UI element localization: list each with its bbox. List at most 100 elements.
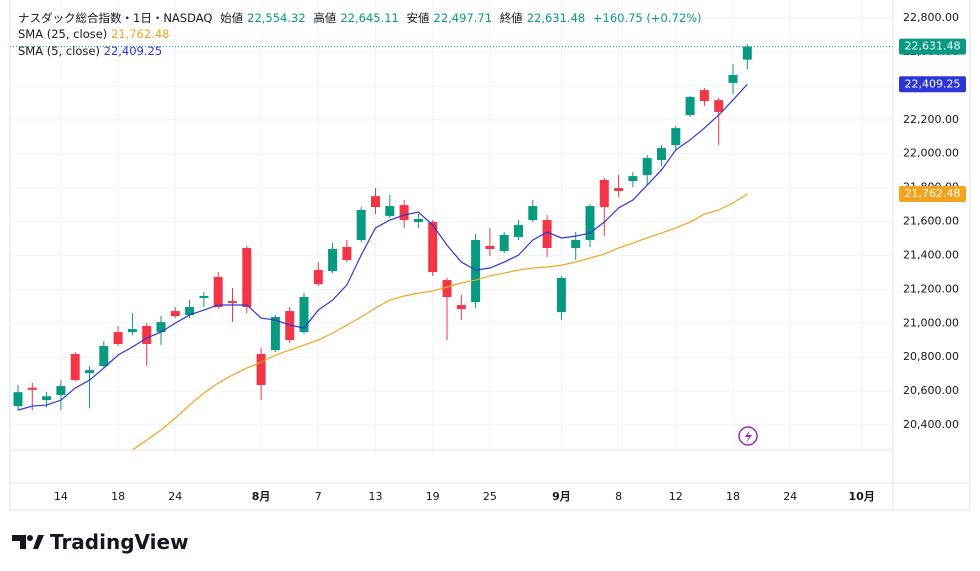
label: 始値 <box>220 11 244 25</box>
x-tick-label: 7 <box>315 490 322 503</box>
header: ナスダック総合指数・1日・NASDAQ 始値 22,554.32 高値 22,645… <box>18 10 706 26</box>
price-box <box>899 76 966 93</box>
candle-body <box>228 301 237 304</box>
y-tick-label: 21,600.00 <box>903 215 959 228</box>
x-tick-label: 9月 <box>552 490 571 503</box>
candle-body <box>471 240 481 303</box>
y-tick-label: 21,400.00 <box>903 248 959 261</box>
legend-name: SMA (25, close) <box>18 27 108 41</box>
candle-body <box>528 206 538 220</box>
x-tick-label: 18 <box>726 490 740 503</box>
candle-body <box>156 322 166 333</box>
legend-name: SMA (5, close) <box>18 44 100 58</box>
label: 安値 <box>406 11 430 25</box>
x-tick-label: 8月 <box>252 490 271 503</box>
candle-body <box>185 307 195 315</box>
candle-body <box>699 90 709 102</box>
symbol: ナスダック総合指数・1日・NASDAQ <box>18 11 213 25</box>
x-tick-label: 18 <box>111 490 125 503</box>
y-tick-label: 20,600.00 <box>903 384 959 397</box>
candle-body <box>242 247 252 308</box>
candle-body <box>714 100 724 112</box>
candle-body <box>127 329 137 333</box>
x-tick-label: 14 <box>54 490 68 503</box>
y-tick-label: 21,200.00 <box>903 282 959 295</box>
candle-body <box>342 246 352 261</box>
price-box <box>899 38 966 55</box>
logo-icon <box>12 535 44 549</box>
candle-body <box>85 370 94 374</box>
y-tick-label: 22,200.00 <box>903 113 959 126</box>
candle-body <box>571 240 581 248</box>
candle-body <box>270 317 280 351</box>
y-tick-label: 20,400.00 <box>903 418 959 431</box>
logo-text: TradingView <box>50 530 189 554</box>
label: 高値 <box>313 11 337 25</box>
candle-body <box>499 234 509 252</box>
x-tick-label: 12 <box>669 490 683 503</box>
candle-body <box>56 386 66 396</box>
candle-body <box>728 74 738 83</box>
candle-body <box>485 245 495 250</box>
candle-body <box>657 148 666 160</box>
candle-body <box>428 222 438 273</box>
candle-body <box>514 225 523 237</box>
candle-body <box>671 128 681 146</box>
price-box-label: 22,409.25 <box>905 77 961 90</box>
x-tick-label: 10月 <box>849 490 875 503</box>
candle-body <box>685 97 695 116</box>
candle-body <box>99 346 109 367</box>
legend-value: 22,409.25 <box>103 44 163 58</box>
x-tick-label: 24 <box>168 490 182 503</box>
candle-body <box>599 179 609 208</box>
x-tick-label: 8 <box>615 490 622 503</box>
candle-body <box>456 304 466 310</box>
candle-body <box>742 46 752 60</box>
candle-body <box>142 326 152 344</box>
x-tick-label: 19 <box>426 490 440 503</box>
candle-body <box>371 196 380 208</box>
y-tick-label: 21,000.00 <box>903 316 959 329</box>
event-icon[interactable] <box>738 426 758 446</box>
candle-body <box>13 392 23 407</box>
candle-body <box>585 206 595 241</box>
legend-item[interactable]: SMA (5, close) 22,409.25 <box>18 44 162 58</box>
candle-body <box>113 332 123 344</box>
candle-body <box>399 205 409 220</box>
x-tick-label: 25 <box>483 490 497 503</box>
candle-body <box>199 295 209 299</box>
candle-body <box>42 396 52 401</box>
value: 22,497.71 <box>433 11 493 25</box>
y-tick-label: 22,800.00 <box>903 11 959 24</box>
y-tick-label: 22,000.00 <box>903 147 959 160</box>
change: +160.75 (+0.72%) <box>592 11 702 25</box>
value: 22,631.48 <box>526 11 586 25</box>
legend-value: 21,762.48 <box>110 27 170 41</box>
candle-body <box>614 188 624 191</box>
candle-body <box>299 297 309 333</box>
candle-body <box>256 353 266 386</box>
logo[interactable]: TradingView <box>12 530 189 554</box>
value: 22,645.11 <box>340 11 399 25</box>
candle-body <box>356 209 366 241</box>
candle-body <box>70 353 80 381</box>
candle-body <box>328 249 338 272</box>
sma-line <box>132 193 748 450</box>
candle-body <box>385 206 395 216</box>
price-box <box>899 185 966 202</box>
x-tick-label: 24 <box>783 490 797 503</box>
candle-body <box>27 387 37 390</box>
label: 終値 <box>499 11 523 25</box>
candle-body <box>170 311 180 317</box>
x-tick-label: 13 <box>369 490 383 503</box>
candle-body <box>542 219 552 248</box>
candle-body <box>442 280 452 298</box>
candle-body <box>628 176 638 181</box>
y-tick-label: 20,800.00 <box>903 350 959 363</box>
sma-line <box>17 83 748 411</box>
candle-body <box>213 276 223 308</box>
candle-body <box>313 270 323 285</box>
legend-item[interactable]: SMA (25, close) 21,762.48 <box>18 27 169 41</box>
